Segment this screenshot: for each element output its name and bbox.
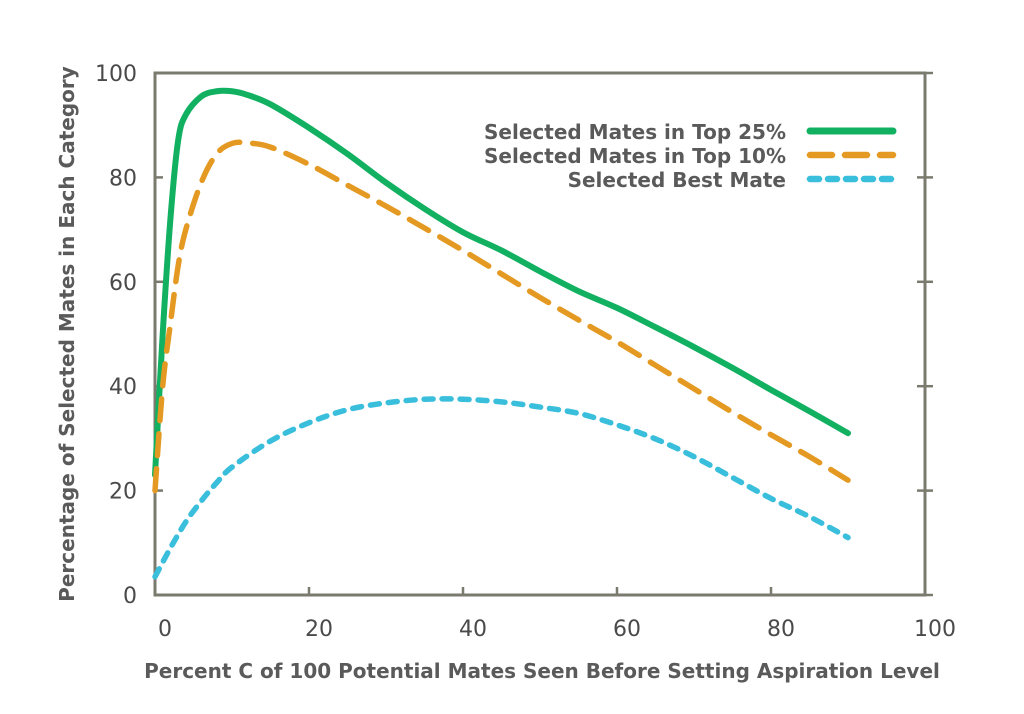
x-tick-label: 80 — [767, 617, 795, 642]
y-tick-label: 40 — [109, 375, 137, 400]
tick-labels: 0 20 40 60 80 100 0 20 40 60 80 100 — [95, 62, 956, 642]
x-tick-label: 60 — [613, 617, 641, 642]
y-axis-title: Percentage of Selected Mates in Each Cat… — [55, 66, 79, 602]
y-tick-label: 100 — [95, 62, 137, 87]
legend-label-top10: Selected Mates in Top 10% — [484, 144, 786, 168]
series-layer — [152, 87, 851, 580]
legend-label-top25: Selected Mates in Top 25% — [484, 120, 786, 144]
series-line-top10 — [152, 139, 851, 494]
series-line-best — [152, 396, 851, 580]
x-tick-label: 100 — [914, 617, 956, 642]
y-tick-label: 20 — [109, 480, 137, 505]
y-tick-label: 0 — [123, 584, 137, 609]
y-tick-label: 60 — [109, 271, 137, 296]
axis-ticks — [153, 71, 933, 597]
y-tick-label: 80 — [109, 166, 137, 191]
x-tick-label: 0 — [158, 617, 172, 642]
legend-label-best: Selected Best Mate — [568, 168, 786, 192]
plot-frame — [153, 71, 927, 597]
x-tick-label: 40 — [459, 617, 487, 642]
legend: Selected Mates in Top 25% Selected Mates… — [484, 120, 897, 192]
x-axis-title: Percent C of 100 Potential Mates Seen Be… — [144, 659, 940, 683]
x-tick-label: 20 — [305, 617, 333, 642]
series-line-top25 — [152, 87, 851, 478]
